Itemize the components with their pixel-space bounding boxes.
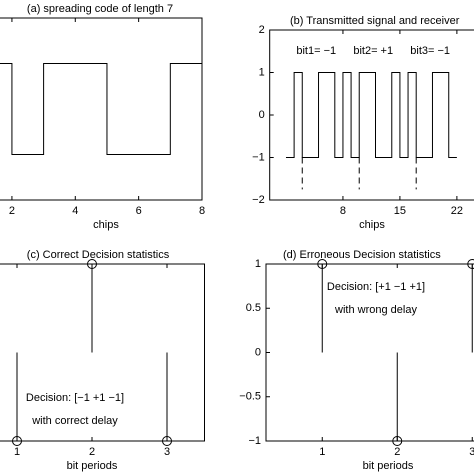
stem-marker — [317, 259, 328, 269]
y-tick-label: 0 — [259, 109, 265, 121]
x-tick-label: 8 — [199, 205, 205, 217]
stem-marker — [162, 436, 172, 446]
x-tick-label: 2 — [9, 205, 15, 217]
annotation: with correct delay — [31, 415, 118, 427]
bit-label: bit2= +1 — [353, 45, 393, 57]
stem-marker — [392, 436, 403, 446]
step-line — [0, 63, 202, 155]
panel-title: (c) Correct Decision statistics — [27, 249, 170, 261]
stem-marker — [12, 436, 22, 446]
bit-label: bit3= −1 — [410, 45, 450, 57]
y-tick-label: 1 — [255, 258, 261, 270]
y-tick-label: −1 — [252, 151, 265, 163]
stem-marker — [467, 259, 474, 269]
x-tick-label: 1 — [14, 446, 20, 458]
x-tick-label: 3 — [164, 446, 170, 458]
y-tick-label: −1 — [248, 435, 261, 447]
annotation: Decision: [−1 +1 −1] — [26, 392, 124, 404]
panel-title: (a) spreading code of length 7 — [27, 3, 173, 15]
x-tick-label: 3 — [469, 446, 474, 458]
x-axis-label: chips — [93, 219, 119, 231]
panel-title: (b) Transmitted signal and receiver — [290, 15, 460, 27]
bit-label: bit1= −1 — [296, 45, 336, 57]
step-line — [285, 72, 457, 158]
x-tick-label: 6 — [136, 205, 142, 217]
x-tick-label: 22 — [451, 205, 463, 217]
x-axis-label: bit periods — [363, 460, 414, 472]
y-tick-label: 2 — [259, 24, 265, 36]
y-tick-label: 0 — [255, 346, 261, 358]
x-tick-label: 15 — [394, 205, 406, 217]
x-tick-label: 2 — [89, 446, 95, 458]
annotation: Decision: [+1 −1 +1] — [327, 281, 425, 293]
x-axis-label: chips — [359, 219, 385, 231]
y-tick-label: −0.5 — [239, 391, 261, 403]
plot-frame — [0, 17, 203, 201]
x-tick-label: 8 — [340, 205, 346, 217]
panel-title: (d) Erroneous Decision statistics — [283, 249, 441, 261]
x-tick-label: 2 — [394, 446, 400, 458]
y-tick-label: 1 — [259, 66, 265, 78]
y-tick-label: −2 — [252, 194, 265, 206]
annotation: with wrong delay — [334, 304, 417, 316]
stem-marker — [87, 259, 97, 269]
x-axis-label: bit periods — [67, 460, 118, 472]
x-tick-label: 1 — [319, 446, 325, 458]
y-tick-label: 0.5 — [246, 302, 261, 314]
x-tick-label: 4 — [72, 205, 78, 217]
